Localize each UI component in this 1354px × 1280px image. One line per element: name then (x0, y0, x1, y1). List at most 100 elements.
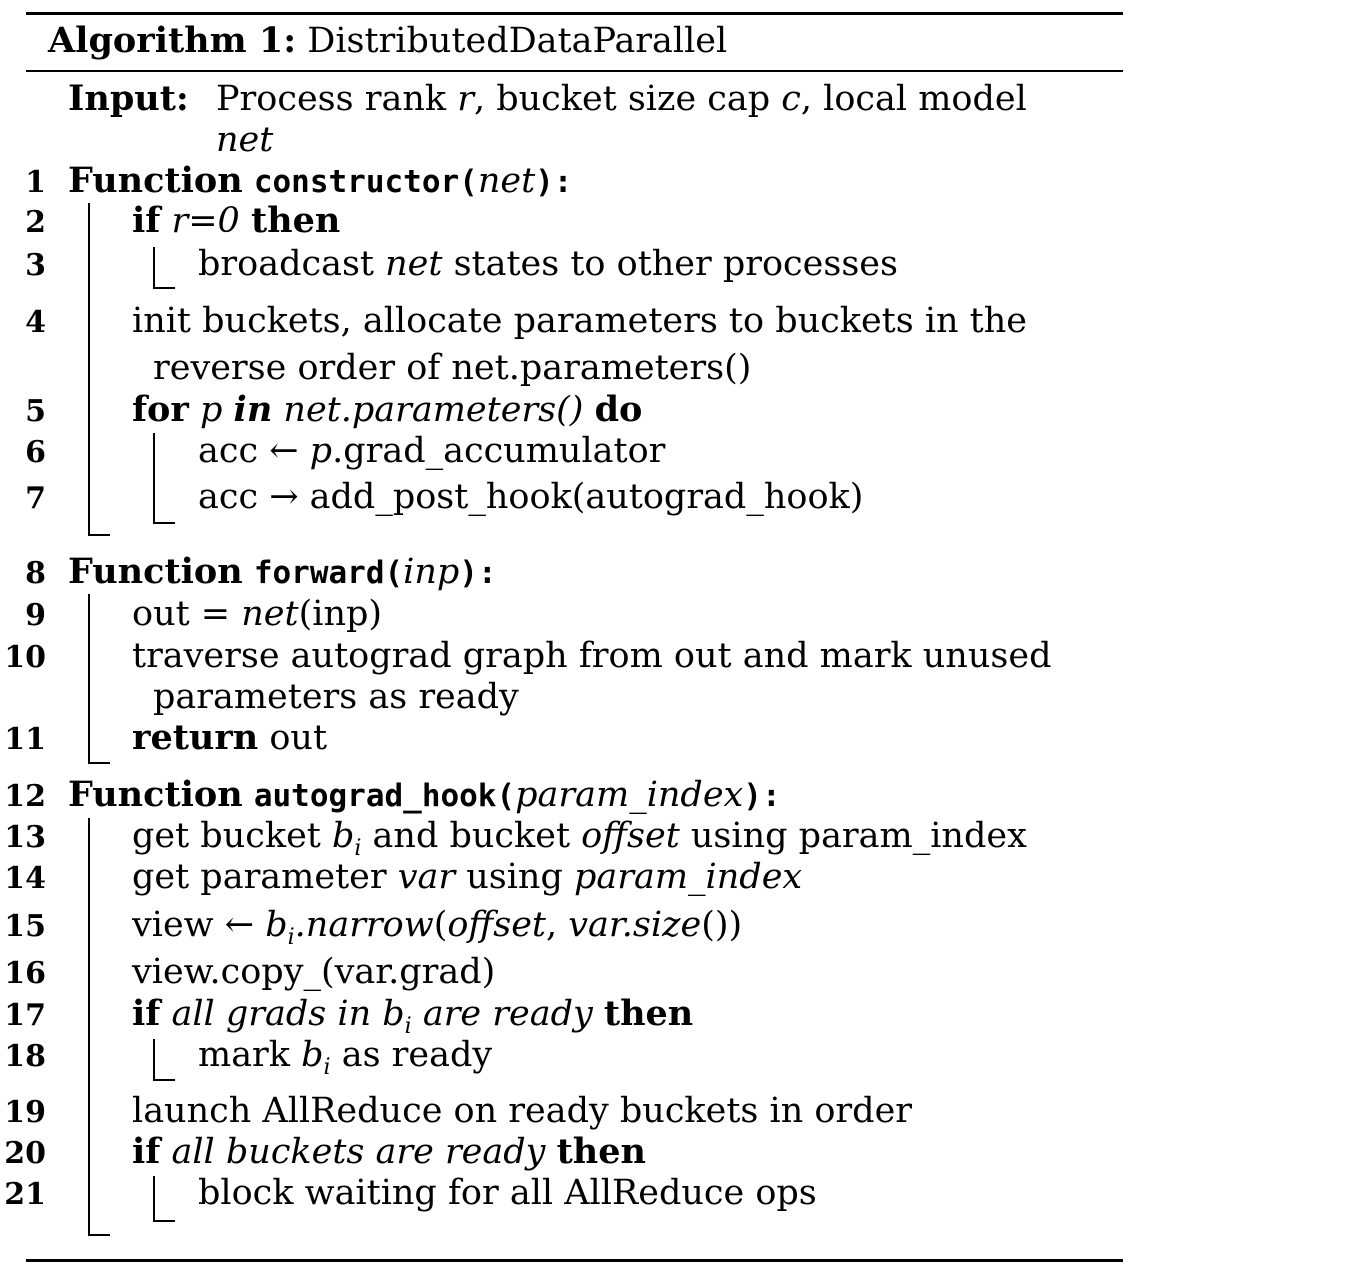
line-8: Function forward(inp): (68, 551, 497, 594)
line-number: 5 (25, 394, 46, 429)
text: states to other processes (442, 244, 898, 284)
var-b: b (301, 1035, 324, 1075)
line-number: 12 (4, 779, 46, 814)
function-arg: inp (403, 552, 460, 592)
var-p: p (309, 431, 333, 471)
keyword-function: Function (68, 551, 243, 592)
function-name: autograd_hook( (253, 778, 516, 814)
line-6: acc ← p.grad_accumulator (198, 430, 665, 472)
text: (inp) (298, 594, 383, 634)
algorithm-name: DistributedDataParallel (307, 21, 728, 61)
line-number: 8 (25, 556, 46, 591)
line-15: view ← bi.narrow(offset, var.size()) (132, 904, 743, 949)
line-number: 6 (25, 435, 46, 470)
algorithm-title: Algorithm 1: DistributedDataParallel (48, 20, 727, 62)
condition: all grads in (171, 994, 383, 1034)
text: get parameter (132, 857, 398, 897)
scope-if-2 (153, 1039, 155, 1081)
subscript-i: i (323, 1055, 331, 1080)
var-b: b (382, 994, 405, 1034)
keyword-then: then (603, 993, 694, 1034)
line-number: 13 (4, 820, 46, 855)
line-11: return out (132, 717, 327, 759)
input-label: Input: (68, 78, 189, 119)
var-param-index: param_index (574, 857, 803, 897)
scope-for (153, 433, 155, 524)
text: view ← (132, 905, 266, 945)
var-net: net (385, 244, 443, 284)
line-16: view.copy_(var.grad) (132, 952, 496, 992)
scope-if-1-end (153, 287, 175, 289)
text: ()) (701, 905, 743, 945)
keyword-function: Function (68, 160, 243, 201)
var-offset: offset (447, 905, 546, 945)
text: acc ← (198, 431, 310, 471)
keyword-in: in (233, 389, 273, 430)
line-number: 7 (25, 481, 46, 516)
function-name: forward( (253, 555, 404, 591)
line-20: if all buckets are ready then (132, 1131, 646, 1173)
text: as ready (330, 1035, 493, 1075)
line-12: Function autograd_hook(param_index): (68, 774, 781, 817)
line-5: for p in net.parameters() do (132, 389, 642, 431)
var-b: b (331, 816, 355, 856)
line-9: out = net(inp) (132, 593, 382, 635)
text: and bucket (361, 816, 582, 856)
function-close: ): (459, 555, 497, 591)
method-size: var.size (568, 905, 702, 945)
text: using param_index (679, 816, 1027, 856)
line-1: Function constructor(net): (68, 160, 572, 203)
input-text-1: Process rank (216, 79, 458, 119)
line-number: 19 (4, 1095, 46, 1130)
scope-constructor (88, 203, 90, 536)
line-4a: init buckets, allocate parameters to buc… (132, 301, 1027, 341)
line-number: 4 (25, 305, 46, 340)
subscript-i: i (287, 925, 295, 950)
line-10b: parameters as ready (153, 677, 519, 717)
var-p: p (199, 390, 223, 430)
function-close: ): (535, 164, 573, 200)
scope-hook-end (88, 1234, 110, 1236)
condition: are ready (411, 994, 593, 1034)
var-net: net (241, 594, 299, 634)
line-7: acc → add_post_hook(autograd_hook) (198, 477, 864, 517)
input-net: net (216, 120, 274, 160)
keyword-return: return (132, 717, 259, 758)
function-arg: param_index (515, 775, 744, 815)
scope-constructor-end (88, 534, 110, 536)
bottom-rule (26, 1259, 1123, 1262)
line-21: block waiting for all AllReduce ops (198, 1173, 817, 1213)
condition: r=0 (171, 201, 240, 241)
subscript-i: i (404, 1014, 412, 1039)
line-number: 3 (25, 248, 46, 283)
method-narrow: .narrow (294, 905, 434, 945)
scope-if-1 (153, 247, 155, 289)
scope-hook (88, 818, 90, 1236)
text: out (258, 718, 328, 758)
keyword-if: if (132, 200, 161, 241)
keyword-if: if (132, 993, 161, 1034)
condition: all buckets are ready (171, 1132, 546, 1172)
input-r: r (457, 79, 474, 119)
scope-forward (88, 594, 90, 764)
line-18: mark bi as ready (198, 1034, 493, 1079)
line-19: launch AllReduce on ready buckets in ord… (132, 1091, 913, 1131)
line-number: 14 (4, 861, 46, 896)
line-10a: traverse autograd graph from out and mar… (132, 636, 1052, 676)
var-var: var (397, 857, 456, 897)
text: out = (132, 594, 242, 634)
line-3: broadcast net states to other processes (198, 243, 898, 285)
keyword-then: then (556, 1131, 646, 1172)
input-desc: Process rank r, bucket size cap c, local… (216, 78, 1027, 120)
scope-if-3-end (153, 1220, 175, 1222)
line-number: 15 (4, 909, 46, 944)
input-text-2: , bucket size cap (473, 79, 782, 119)
line-17: if all grads in bi are ready then (132, 993, 694, 1038)
subscript-i: i (354, 836, 362, 861)
line-13: get bucket bi and bucket offset using pa… (132, 815, 1027, 860)
line-number: 20 (4, 1136, 46, 1171)
text: , (545, 905, 569, 945)
line-number: 17 (4, 998, 46, 1033)
header-rule (26, 70, 1123, 72)
line-4b: reverse order of net.parameters() (153, 348, 752, 388)
